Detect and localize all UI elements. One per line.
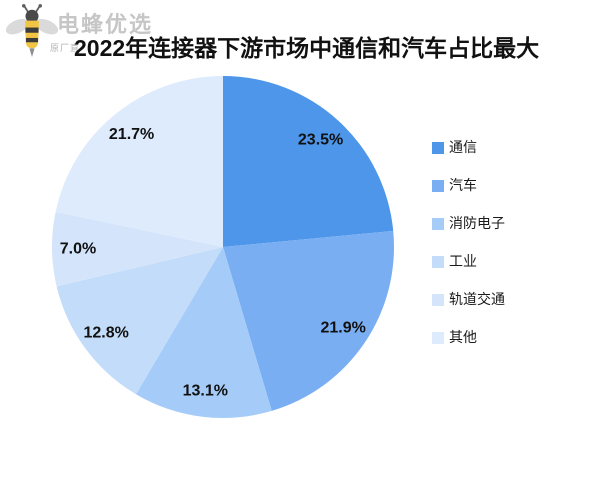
legend-item-5: 其他: [432, 330, 505, 345]
legend-label-4: 轨道交通: [449, 291, 505, 307]
pie-slice-5: [55, 76, 223, 247]
legend-swatch-0: [432, 141, 444, 154]
legend-label-1: 汽车: [449, 177, 477, 193]
pie-label-5: 21.7%: [109, 126, 154, 143]
legend-label-2: 消防电子: [449, 215, 505, 231]
pie-slice-2: [135, 247, 272, 419]
pie-chart: 23.5% 21.9% 13.1% 12.8% 7.0% 21.7%: [51, 76, 394, 419]
logo-brand: 电蜂优选: [57, 12, 154, 37]
pie-label-0: 23.5%: [298, 131, 343, 148]
legend-item-4: 轨道交通: [432, 292, 505, 307]
legend-label-3: 工业: [449, 253, 477, 269]
legend-item-0: 通信: [432, 140, 505, 155]
legend-swatch-3: [432, 255, 444, 268]
pie-slice-4: [51, 211, 224, 287]
legend-item-1: 汽车: [432, 178, 505, 193]
bee-icon: [6, 4, 58, 57]
legend-item-2: 消防电子: [432, 216, 505, 231]
logo-tagline: 原厂直: [50, 43, 81, 53]
pie-chart-area: 23.5% 21.9% 13.1% 12.8% 7.0% 21.7%: [42, 66, 404, 428]
pie-slice-0: [223, 76, 394, 247]
legend-swatch-5: [432, 331, 444, 344]
legend-item-3: 工业: [432, 254, 505, 269]
legend: 通信汽车消防电子工业轨道交通其他: [432, 140, 505, 368]
legend-label-0: 通信: [449, 139, 477, 155]
legend-swatch-1: [432, 179, 444, 192]
legend-swatch-2: [432, 217, 444, 230]
pie-label-4: 7.0%: [60, 240, 96, 257]
pie-label-2: 13.1%: [183, 382, 228, 399]
legend-label-5: 其他: [449, 329, 477, 345]
pie-label-1: 21.9%: [321, 320, 366, 337]
pie-label-3: 12.8%: [84, 325, 129, 342]
legend-swatch-4: [432, 293, 444, 306]
pie-slice-3: [56, 247, 223, 395]
chart-title: 2022年连接器下游市场中通信和汽车占比最大: [74, 35, 540, 61]
pie-slice-1: [223, 230, 394, 411]
